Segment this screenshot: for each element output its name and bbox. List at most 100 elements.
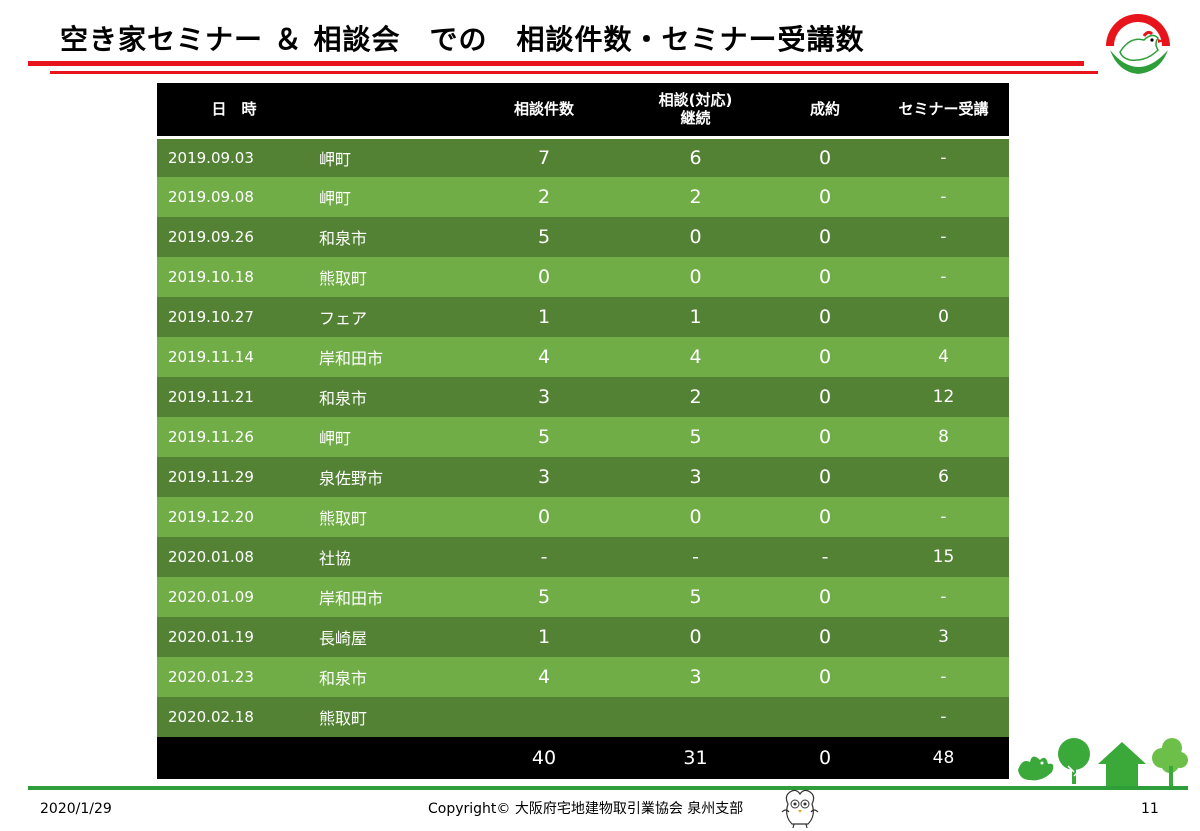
cell-date: 2019.11.21 — [168, 388, 254, 406]
footer-copyright: Copyright© 大阪府宅地建物取引業協会 泉州支部 — [428, 801, 744, 817]
table-row: 2020.01.23 和泉市 4 3 0 - — [157, 657, 1009, 697]
cell-date: 2019.09.03 — [168, 148, 254, 167]
trees-icon — [1018, 738, 1188, 786]
footer-date: 2020/1/29 — [40, 801, 112, 817]
cell-date: 2019.11.29 — [168, 468, 254, 486]
total-cell-date — [157, 737, 311, 779]
cell-place: 和泉市 — [319, 229, 368, 248]
cell-place: 社協 — [319, 549, 352, 568]
cell-seminar: 3 — [938, 627, 949, 647]
table-row: 2020.02.18 熊取町 - — [157, 697, 1009, 737]
cell-seminar: - — [940, 227, 947, 247]
cell-date: 2020.01.23 — [168, 668, 254, 686]
cell-continuing: 1 — [689, 306, 702, 328]
cell-place: 岬町 — [319, 149, 352, 169]
cell-consultations: 3 — [537, 386, 551, 408]
table-row: 2019.09.08 岬町 2 2 0 - — [157, 177, 1009, 217]
cell-seminar: 4 — [938, 347, 949, 367]
cell-continuing: 0 — [689, 226, 702, 248]
cell-contracts: 0 — [818, 586, 832, 608]
col-header-consultations: 相談件数 — [469, 83, 619, 139]
table-row: 2020.01.09 岸和田市 5 5 0 - — [157, 577, 1009, 617]
cell-continuing: 3 — [689, 666, 702, 688]
col-header-place — [311, 83, 469, 139]
cell-contracts: 0 — [818, 386, 832, 408]
title-underline-secondary — [50, 71, 1098, 74]
cell-date: 2020.01.08 — [168, 548, 254, 566]
cell-consultations: - — [540, 546, 548, 568]
cell-consultations: 5 — [537, 226, 551, 248]
table-row: 2020.01.19 長崎屋 1 0 0 3 — [157, 617, 1009, 657]
cell-continuing: - — [692, 546, 699, 568]
cell-continuing: 0 — [689, 266, 702, 288]
table-row: 2019.09.03 岬町 7 6 0 - — [157, 137, 1009, 177]
cell-consultations: 0 — [537, 266, 551, 288]
cell-date: 2019.09.08 — [168, 188, 254, 206]
total-cell-place — [311, 737, 469, 779]
cell-consultations: 4 — [537, 346, 551, 368]
table-row: 2019.09.26 和泉市 5 0 0 - — [157, 217, 1009, 257]
total-consultations: 40 — [531, 747, 557, 769]
title-underline — [28, 61, 1084, 66]
col-header-date: 日 時 — [157, 83, 311, 139]
cell-continuing: 5 — [689, 586, 702, 608]
cell-consultations: 0 — [537, 506, 551, 528]
table-row: 2019.10.27 フェア 1 1 0 0 — [157, 297, 1009, 337]
cell-consultations: 5 — [537, 586, 551, 608]
consultation-table: 日 時 相談件数 相談(対応) 継続 成約 セミナー受講 2019.09.03 … — [157, 83, 1009, 779]
cell-consultations: 7 — [537, 146, 551, 169]
cell-place: 岸和田市 — [319, 349, 384, 368]
cell-contracts: 0 — [818, 226, 832, 248]
cell-seminar: 8 — [938, 427, 949, 447]
cell-continuing — [619, 697, 772, 737]
table-row: 2019.11.29 泉佐野市 3 3 0 6 — [157, 457, 1009, 497]
total-seminar: 48 — [932, 748, 955, 768]
cell-contracts: 0 — [818, 306, 832, 328]
cell-consultations: 1 — [537, 306, 551, 328]
cell-continuing: 6 — [689, 146, 702, 169]
cell-place: 和泉市 — [319, 389, 368, 408]
cell-contracts: 0 — [818, 666, 832, 688]
cell-seminar: 6 — [938, 467, 949, 487]
cell-place: 岸和田市 — [319, 589, 384, 608]
total-continuing: 31 — [683, 747, 708, 769]
cell-place: 熊取町 — [319, 269, 368, 288]
cell-contracts: 0 — [818, 466, 832, 488]
cell-consultations — [469, 697, 619, 737]
cell-seminar: 12 — [932, 387, 955, 407]
cell-consultations: 5 — [537, 426, 551, 448]
cell-seminar: - — [940, 587, 947, 607]
cell-place: フェア — [319, 309, 368, 328]
cell-consultations: 2 — [537, 186, 551, 208]
cell-date: 2019.12.20 — [168, 508, 254, 526]
cell-seminar: - — [940, 707, 947, 727]
cell-contracts: 0 — [818, 146, 832, 169]
cell-continuing: 0 — [689, 506, 702, 528]
cell-contracts: 0 — [818, 426, 832, 448]
cell-seminar: 15 — [932, 547, 955, 567]
cell-continuing: 5 — [689, 426, 702, 448]
cell-date: 2019.10.18 — [168, 268, 254, 286]
cell-contracts: 0 — [818, 186, 832, 208]
total-contracts: 0 — [818, 747, 832, 769]
cell-place: 泉佐野市 — [319, 469, 384, 488]
footer-rule — [28, 786, 1188, 790]
cell-continuing: 4 — [689, 346, 702, 368]
cell-consultations: 3 — [537, 466, 551, 488]
real-partner-logo-icon — [1102, 8, 1174, 80]
table-header-row: 日 時 相談件数 相談(対応) 継続 成約 セミナー受講 — [157, 83, 1009, 139]
cell-date: 2019.11.26 — [168, 428, 254, 446]
table-row: 2019.12.20 熊取町 0 0 0 - — [157, 497, 1009, 537]
cell-seminar: - — [940, 147, 947, 168]
table-row: 2019.10.18 熊取町 0 0 0 - — [157, 257, 1009, 297]
cell-continuing: 2 — [689, 386, 702, 408]
cell-date: 2019.10.27 — [168, 308, 254, 326]
table-row: 2020.01.08 社協 - - - 15 — [157, 537, 1009, 577]
cell-consultations: 4 — [537, 666, 551, 688]
col-header-continuing: 相談(対応) 継続 — [619, 83, 772, 139]
cell-place: 熊取町 — [319, 709, 368, 728]
cell-continuing: 3 — [689, 466, 702, 488]
cell-date: 2019.09.26 — [168, 228, 254, 246]
cell-date: 2020.02.18 — [168, 708, 254, 726]
cell-date: 2020.01.19 — [168, 628, 254, 646]
